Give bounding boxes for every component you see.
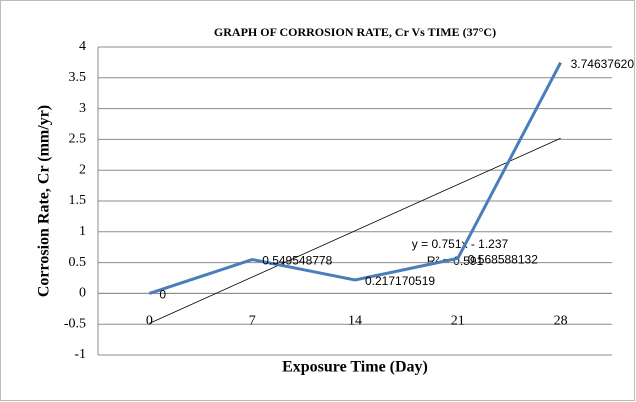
- y-tick-label: 4: [79, 39, 86, 54]
- x-tick-label: 14: [348, 314, 362, 329]
- value-label: 0.217170519: [365, 274, 435, 288]
- y-tick-label: -1: [74, 347, 86, 362]
- value-label: 0.549548778: [262, 254, 332, 268]
- chart-title: GRAPH OF CORROSION RATE, Cr Vs TIME (37°…: [214, 25, 496, 39]
- x-tick-label: 0: [146, 314, 153, 329]
- y-tick-label: 2: [79, 162, 86, 177]
- trend-equation: y = 0.751x - 1.237: [412, 237, 509, 251]
- value-label: 0.568588132: [468, 253, 538, 267]
- y-tick-label: 0.5: [69, 255, 87, 270]
- x-tick-label: 21: [451, 314, 465, 329]
- value-label: 0: [159, 288, 166, 302]
- trendline: [149, 137, 561, 324]
- y-tick-label: 3: [79, 101, 86, 116]
- y-tick-label: 1.5: [69, 193, 87, 208]
- y-tick-label: 3.5: [69, 70, 87, 85]
- value-label: 3.74637620: [571, 57, 635, 71]
- y-tick-label: -0.5: [64, 316, 86, 331]
- trend-r-squared: R² = 0.591: [427, 254, 484, 268]
- y-tick-label: 0: [79, 286, 86, 301]
- y-axis-label: Corrosion Rate, Cr (mm/yr): [36, 105, 53, 297]
- x-tick-label: 7: [249, 314, 256, 329]
- y-tick-label: 1: [79, 224, 86, 239]
- x-axis-label: Exposure Time (Day): [282, 359, 428, 376]
- series-line: [148, 61, 562, 295]
- x-tick-label: 28: [554, 314, 568, 329]
- y-tick-label: 2.5: [69, 132, 87, 147]
